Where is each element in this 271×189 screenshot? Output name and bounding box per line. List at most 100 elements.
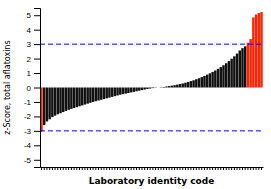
tick-mark [34, 59, 40, 60]
tick [95, 167, 96, 170]
bar [160, 87, 162, 88]
bar [122, 88, 124, 95]
tick-label: 5 [27, 11, 32, 20]
tick-mark [247, 167, 248, 170]
tick-mark [52, 167, 53, 170]
tick [166, 167, 167, 170]
tick [231, 167, 232, 170]
tick-mark [106, 167, 107, 170]
tick-mark [103, 167, 104, 170]
tick-mark [101, 167, 102, 170]
tick [182, 167, 183, 170]
bar [249, 39, 251, 87]
tick-mark [120, 167, 121, 170]
bar [241, 48, 243, 87]
bar [130, 88, 132, 93]
tick-mark [201, 167, 202, 170]
bar [127, 88, 129, 93]
tick [223, 167, 224, 170]
tick [177, 167, 178, 170]
bar [209, 73, 211, 87]
bar [217, 69, 219, 88]
tick-mark [169, 167, 170, 170]
tick-mark [226, 167, 227, 170]
bar [184, 83, 186, 88]
bar [135, 88, 137, 92]
bar [203, 76, 205, 88]
tick [261, 167, 262, 170]
tick-label: -2 [24, 112, 32, 121]
bar [46, 88, 48, 122]
tick-mark [74, 167, 75, 170]
marks [40, 12, 263, 132]
tick-label: 1 [27, 69, 32, 78]
tick [247, 167, 248, 170]
bar [48, 88, 50, 120]
bar [157, 87, 159, 88]
tick [201, 167, 202, 170]
bar [133, 88, 135, 92]
tick [41, 167, 42, 170]
bar [100, 88, 102, 100]
tick-mark [65, 167, 66, 170]
bar [225, 63, 227, 87]
bar [57, 88, 59, 115]
tick [218, 167, 219, 170]
tick-mark [133, 167, 134, 170]
tick [52, 167, 53, 170]
tick-mark [228, 167, 229, 170]
tick-mark [242, 167, 243, 170]
tick-mark [60, 167, 61, 170]
bar [59, 88, 61, 114]
bar [154, 87, 156, 88]
tick-mark [79, 167, 80, 170]
tick-label: -3 [24, 127, 32, 136]
tick-label: 4 [27, 26, 32, 35]
tick-mark [237, 167, 238, 170]
tick [44, 167, 45, 170]
tick [245, 167, 246, 170]
tick-mark [82, 167, 83, 170]
tick-mark [220, 167, 221, 170]
tick: 4 [27, 26, 40, 35]
tick [169, 167, 170, 170]
tick-mark [57, 167, 58, 170]
tick-mark [253, 167, 254, 170]
tick [112, 167, 113, 170]
tick-mark [41, 167, 42, 170]
tick-mark [234, 167, 235, 170]
tick [209, 167, 210, 170]
tick-mark [152, 167, 153, 170]
tick [117, 167, 118, 170]
plot: -5-4-3-2-1012345 [24, 9, 264, 171]
tick [220, 167, 221, 170]
tick-mark [49, 167, 50, 170]
tick [141, 167, 142, 170]
bar [76, 88, 78, 108]
tick [84, 167, 85, 170]
tick-mark [185, 167, 186, 170]
tick-mark [231, 167, 232, 170]
tick [193, 167, 194, 170]
tick-mark [199, 167, 200, 170]
bar [233, 56, 235, 87]
tick-mark [46, 167, 47, 170]
tick [114, 167, 115, 170]
tick-mark [90, 167, 91, 170]
tick [188, 167, 189, 170]
tick-mark [76, 167, 77, 170]
tick-mark [117, 167, 118, 170]
tick-mark [71, 167, 72, 170]
tick-mark [180, 167, 181, 170]
bar [201, 77, 203, 87]
bar [103, 88, 105, 100]
tick-mark [87, 167, 88, 170]
tick-mark [161, 167, 162, 170]
bar [252, 17, 254, 87]
bar [119, 88, 121, 95]
bar [214, 70, 216, 87]
tick-mark [112, 167, 113, 170]
bar [239, 50, 241, 87]
tick [139, 167, 140, 170]
tick [258, 167, 259, 170]
